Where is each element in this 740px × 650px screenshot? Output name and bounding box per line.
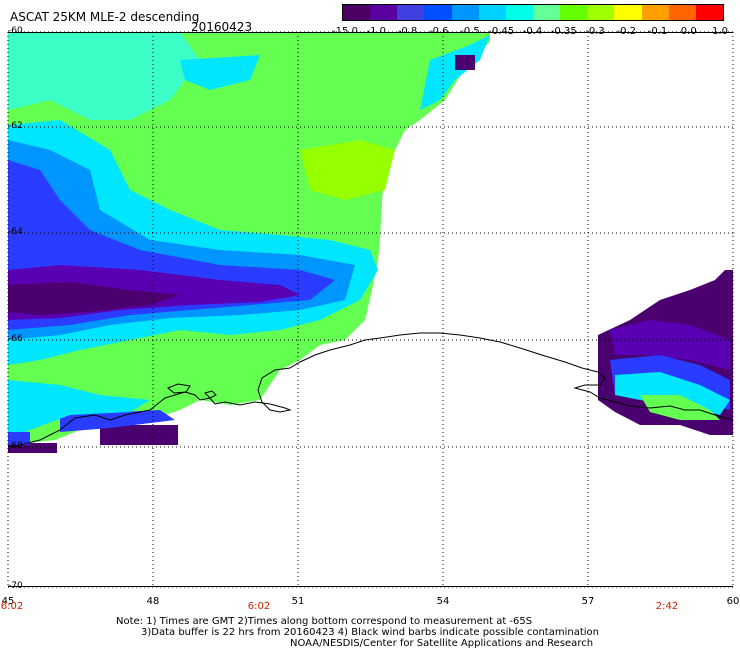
color-bar-segment xyxy=(587,5,615,20)
time-label: 6:02 xyxy=(247,601,271,612)
latitude-label: -62 xyxy=(8,121,23,131)
product-title: ASCAT 25KM MLE-2 descending xyxy=(10,10,200,24)
swath-west-cyan-coast xyxy=(8,380,150,440)
swath-west-blue-corner xyxy=(8,432,30,445)
longitude-label: 60 xyxy=(726,596,740,607)
latitude-label: -60 xyxy=(8,26,23,36)
color-bar-segment xyxy=(505,5,534,20)
color-bar-tick-label: -0.45 xyxy=(488,26,515,37)
note-line-3: NOAA/NESDIS/Center for Satellite Applica… xyxy=(290,638,594,649)
color-bar-segment xyxy=(560,5,588,20)
color-bar-segment xyxy=(641,5,670,20)
swath-east-purple xyxy=(610,320,730,370)
color-bar-segment xyxy=(343,5,371,20)
color-bar-tick-label: -0.2 xyxy=(616,26,637,37)
latitude-label: -66 xyxy=(8,334,23,344)
swath-east-cyan xyxy=(615,372,730,415)
color-bar-segment xyxy=(668,5,697,20)
time-label: 2:42 xyxy=(655,601,679,612)
color-bar-segment xyxy=(478,5,507,20)
latitude-label: -64 xyxy=(8,227,23,237)
note-line-2: 3)Data buffer is 22 hrs from 20160423 4)… xyxy=(141,627,599,638)
swath-west-lime xyxy=(300,140,395,200)
coastline-island xyxy=(167,383,191,394)
product-date: 20160423 xyxy=(191,20,253,34)
swath-west-deep-corner xyxy=(8,443,57,453)
color-bar-tick-label: -0.3 xyxy=(585,26,605,37)
coastline xyxy=(7,332,734,448)
color-bar-tick-label: -0.5 xyxy=(460,26,480,37)
time-label: 6:02 xyxy=(0,601,24,612)
color-bar-tick-label: -0.35 xyxy=(550,26,577,37)
swath-west-cyan-patch xyxy=(180,55,260,90)
longitude-label: 57 xyxy=(581,596,595,607)
color-bar-segment xyxy=(370,5,398,20)
swath-ne-edge-deep xyxy=(455,55,475,70)
coastline-island-2 xyxy=(204,390,217,399)
swath-ne-edge-cyan xyxy=(420,35,490,110)
color-bar-segment xyxy=(533,5,561,20)
latitude-label: -68 xyxy=(8,441,23,451)
color-bar-tick-label: -0.1 xyxy=(647,26,668,37)
longitude-label: 45 xyxy=(1,596,15,607)
color-bar-segment xyxy=(424,5,453,20)
swath-west-cyan-nw xyxy=(8,32,200,120)
color-bar-tick-label: -0.6 xyxy=(428,26,449,37)
color-bar-segment xyxy=(397,5,425,20)
longitude-label: 51 xyxy=(291,596,305,607)
color-bar-segment xyxy=(451,5,480,20)
note-line-1: Note: 1) Times are GMT 2)Times along bot… xyxy=(116,616,533,627)
color-bar-tick-label: -0.8 xyxy=(397,26,418,37)
swath-east-deep-coast xyxy=(700,420,733,435)
color-bar xyxy=(342,4,724,21)
swath-west-deep xyxy=(8,282,180,315)
color-bar-segment xyxy=(614,5,643,20)
swath-west-deep-coast xyxy=(100,425,178,445)
longitude-label: 48 xyxy=(146,596,160,607)
color-bar-segment xyxy=(695,5,724,20)
longitude-label: 54 xyxy=(436,596,450,607)
swath-east-green xyxy=(640,395,720,420)
map-frame xyxy=(8,32,733,587)
latitude-label: -70 xyxy=(8,581,23,591)
